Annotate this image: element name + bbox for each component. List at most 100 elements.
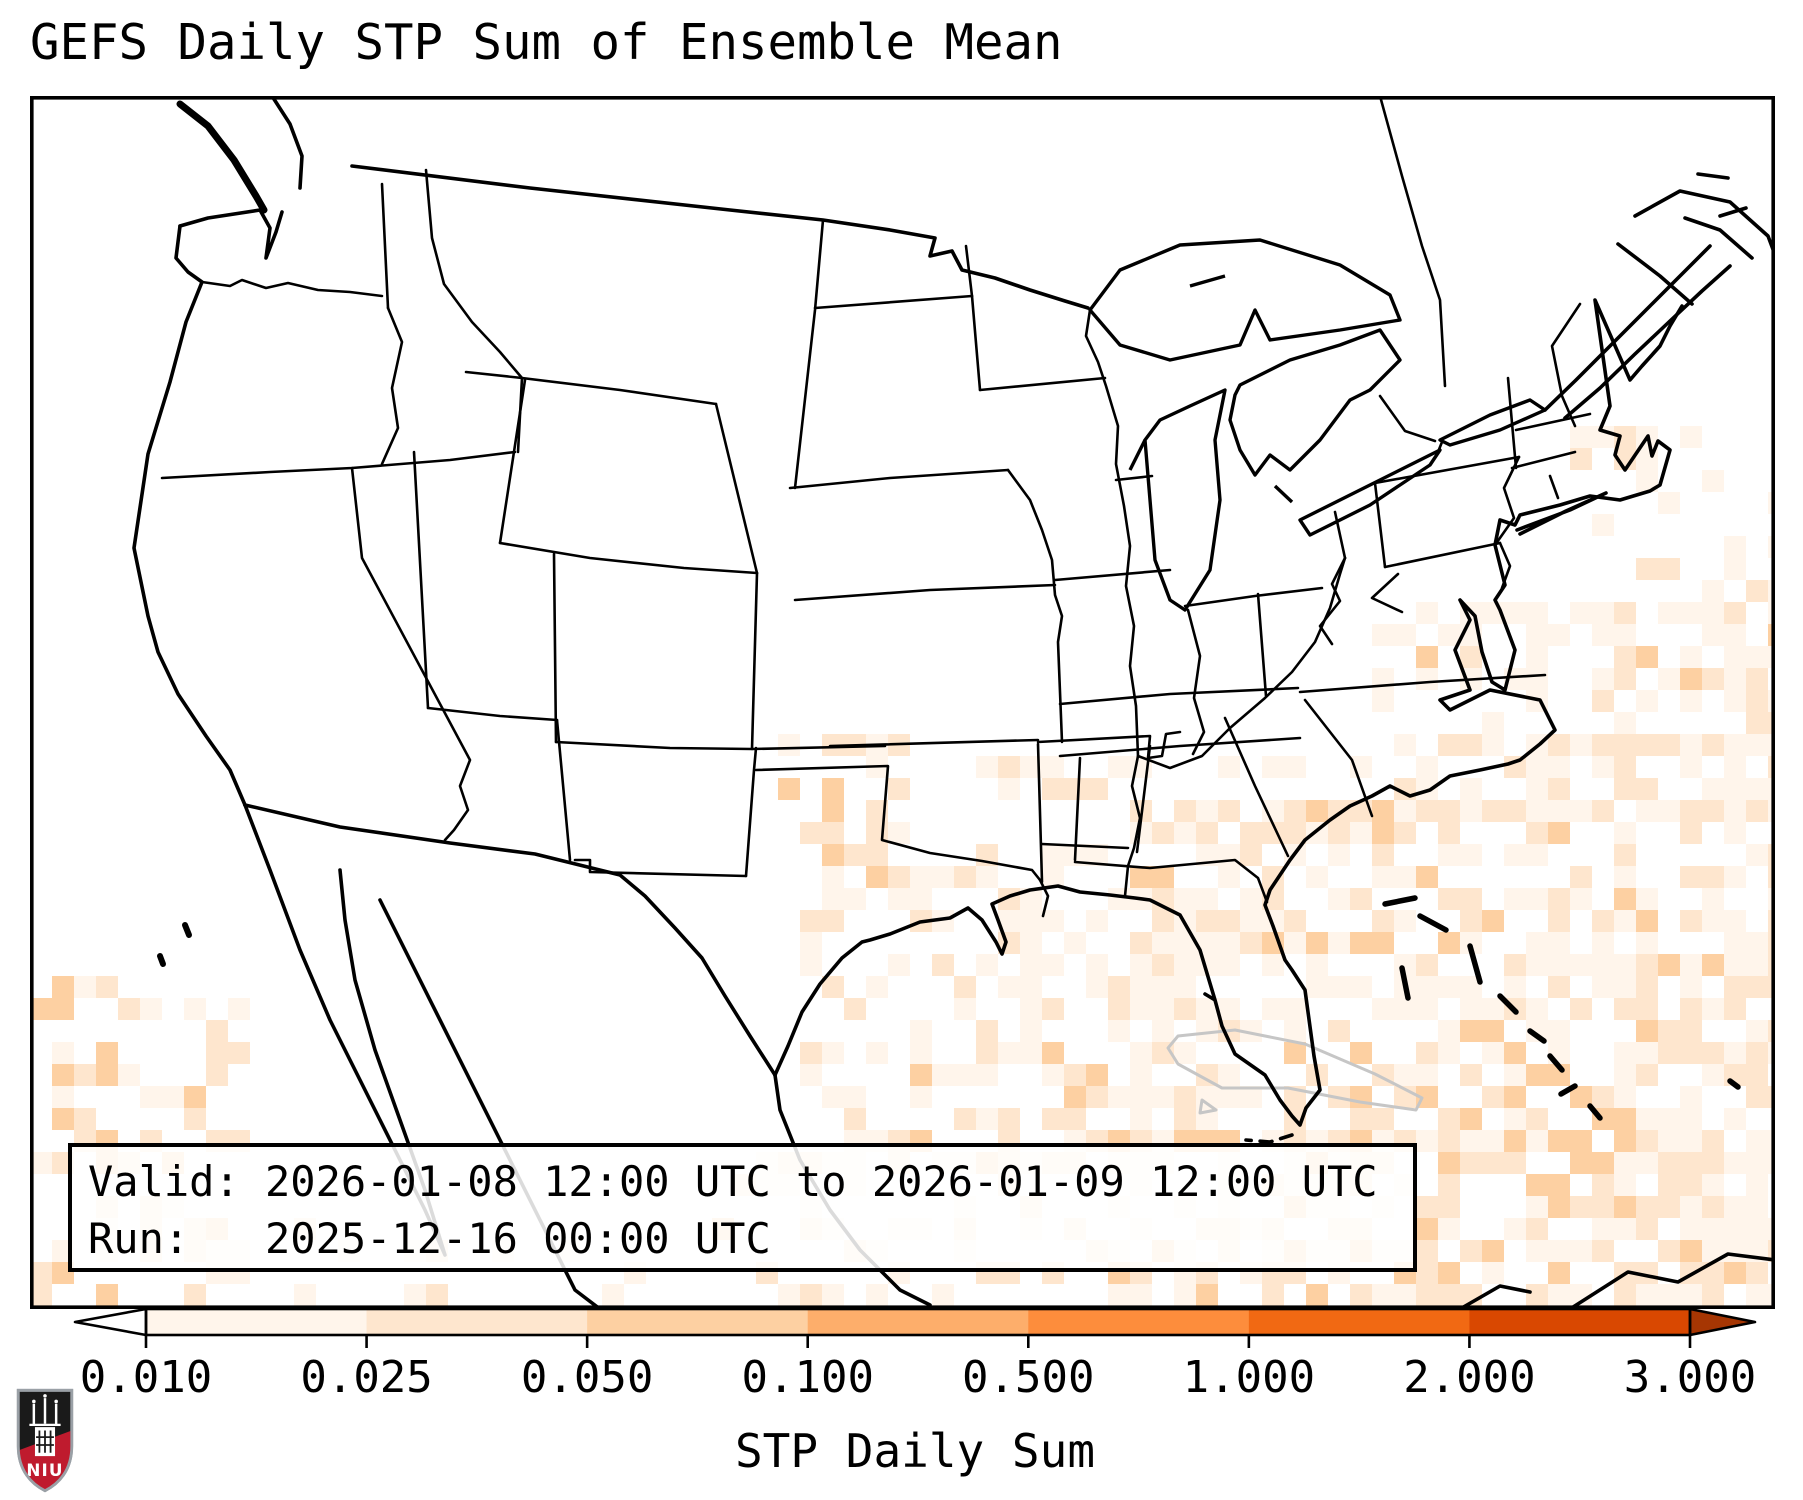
stp-cell bbox=[1042, 954, 1064, 976]
stp-cell bbox=[1680, 756, 1702, 778]
stp-cell bbox=[1218, 756, 1240, 778]
stp-cell bbox=[1482, 1130, 1504, 1152]
stp-cell bbox=[1614, 1152, 1636, 1174]
stp-cell bbox=[1592, 690, 1614, 712]
stp-cell bbox=[1702, 1064, 1724, 1086]
stp-cell bbox=[1152, 822, 1174, 844]
stp-cell bbox=[1438, 624, 1460, 646]
stp-cell bbox=[1020, 998, 1042, 1020]
stp-cell bbox=[1306, 976, 1328, 998]
stp-cell bbox=[1504, 1086, 1526, 1108]
ma-nh-border bbox=[1514, 412, 1592, 432]
stp-cell bbox=[1372, 844, 1394, 866]
stp-cell bbox=[954, 1064, 976, 1086]
stp-cell bbox=[1658, 1240, 1680, 1262]
stp-cell bbox=[1438, 844, 1460, 866]
stp-cell bbox=[1284, 822, 1306, 844]
stp-cell bbox=[1548, 1174, 1570, 1196]
stp-cell bbox=[1438, 1130, 1460, 1152]
stp-cell bbox=[52, 976, 74, 998]
stp-cell bbox=[1240, 910, 1262, 932]
stp-cell bbox=[1724, 1042, 1746, 1064]
stp-cell bbox=[1746, 712, 1768, 734]
colorbar-segment bbox=[146, 1309, 368, 1335]
stp-cell bbox=[1526, 602, 1548, 624]
stp-cell bbox=[1152, 954, 1174, 976]
missouri-river-border bbox=[1006, 468, 1064, 744]
niu-castle-icon bbox=[29, 1394, 61, 1457]
stp-cell bbox=[1438, 932, 1460, 954]
stp-cell bbox=[1460, 888, 1482, 910]
stp-cell bbox=[1548, 756, 1570, 778]
stp-cell bbox=[1130, 954, 1152, 976]
stp-cell bbox=[1724, 932, 1746, 954]
stp-cell bbox=[1724, 646, 1746, 668]
stp-cell bbox=[1328, 844, 1350, 866]
stp-cell bbox=[1702, 1218, 1724, 1240]
parallel-45n bbox=[464, 370, 718, 406]
stp-cell bbox=[1526, 1196, 1548, 1218]
wa-or-border bbox=[200, 278, 384, 298]
stp-cell bbox=[1526, 778, 1548, 800]
stp-cell bbox=[1504, 844, 1526, 866]
stp-cell bbox=[976, 1108, 998, 1130]
ct-ri-border bbox=[1548, 474, 1560, 500]
stp-cell bbox=[1306, 800, 1328, 822]
stp-cell bbox=[1438, 822, 1460, 844]
stp-cell bbox=[1548, 800, 1570, 822]
stp-cell bbox=[1526, 1240, 1548, 1262]
niagara bbox=[1436, 440, 1444, 454]
pa-north-border bbox=[1373, 455, 1521, 485]
stp-cell bbox=[844, 888, 866, 910]
stp-cell bbox=[910, 1086, 932, 1108]
stp-cell bbox=[1284, 1042, 1306, 1064]
stp-cell bbox=[1064, 778, 1086, 800]
stp-cell bbox=[1042, 844, 1064, 866]
colorbar-tick-label: 2.000 bbox=[1403, 1352, 1536, 1403]
stp-cell bbox=[1636, 1152, 1658, 1174]
stp-cell bbox=[1526, 646, 1548, 668]
stp-cell bbox=[1064, 932, 1086, 954]
bahamas-islands bbox=[1382, 895, 1741, 1121]
stp-cell bbox=[1614, 888, 1636, 910]
stp-cell bbox=[1570, 888, 1592, 910]
stp-cell bbox=[1218, 866, 1240, 888]
nc-sc-border bbox=[1303, 698, 1374, 818]
stp-cell bbox=[1658, 1042, 1680, 1064]
stp-cell bbox=[1570, 954, 1592, 976]
stp-cell bbox=[1658, 1108, 1680, 1130]
stp-cell bbox=[888, 778, 910, 800]
stp-cell bbox=[1702, 954, 1724, 976]
stp-cell bbox=[1218, 954, 1240, 976]
stp-cell bbox=[1196, 1064, 1218, 1086]
az-nm-border bbox=[555, 718, 572, 862]
stp-cell bbox=[1042, 1064, 1064, 1086]
mn-sd-border bbox=[970, 294, 982, 392]
stp-cell bbox=[1724, 558, 1746, 580]
stp-cell bbox=[1196, 1020, 1218, 1042]
stp-cell bbox=[1130, 1108, 1152, 1130]
stp-cell bbox=[1680, 1130, 1702, 1152]
stp-cell bbox=[1174, 932, 1196, 954]
stp-cell bbox=[1416, 668, 1438, 690]
stp-cell bbox=[1042, 756, 1064, 778]
stp-cell bbox=[52, 1086, 74, 1108]
stp-cell bbox=[932, 910, 954, 932]
nm-south-border bbox=[573, 858, 748, 878]
stp-cell bbox=[1438, 1042, 1460, 1064]
il-in-border bbox=[1186, 608, 1206, 756]
stp-cell bbox=[778, 734, 800, 756]
stp-cell bbox=[1438, 1218, 1460, 1240]
stp-cell bbox=[1614, 1108, 1636, 1130]
stp-cell bbox=[1614, 1174, 1636, 1196]
stp-cell bbox=[1196, 844, 1218, 866]
lake-erie bbox=[1298, 448, 1442, 537]
stp-cell bbox=[1636, 558, 1658, 580]
stp-cell bbox=[1482, 1042, 1504, 1064]
stp-cell bbox=[1592, 976, 1614, 998]
stp-cell bbox=[1658, 1284, 1680, 1306]
prince-edward-island bbox=[1696, 172, 1730, 180]
stp-cell bbox=[1262, 954, 1284, 976]
stp-cell bbox=[1548, 910, 1570, 932]
niu-shield-border bbox=[16, 1388, 74, 1493]
